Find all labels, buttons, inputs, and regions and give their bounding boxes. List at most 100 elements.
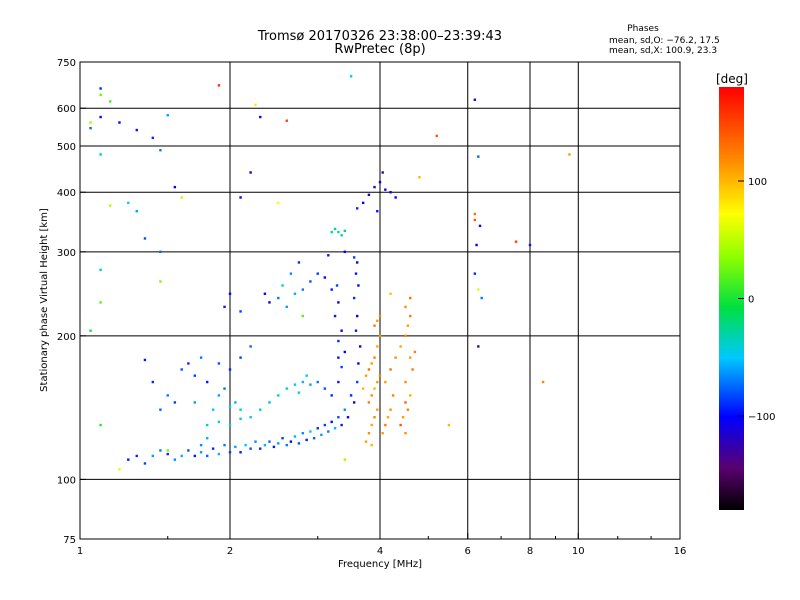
data-point: [217, 362, 221, 365]
data-point: [151, 454, 155, 458]
data-point: [244, 443, 247, 447]
data-point: [370, 394, 373, 397]
data-point: [159, 449, 162, 452]
data-point: [381, 431, 384, 435]
data-point: [389, 191, 392, 194]
data-point: [187, 449, 190, 452]
data-point: [239, 196, 242, 199]
data-point: [330, 288, 333, 291]
grid-lines: [79, 62, 680, 539]
data-point: [327, 430, 330, 433]
y-tick-label: 750: [57, 58, 76, 69]
data-point: [376, 209, 379, 213]
data-point: [166, 114, 169, 117]
data-point: [223, 443, 226, 447]
data-point: [473, 272, 477, 275]
data-point: [386, 416, 390, 419]
data-point: [337, 416, 340, 419]
data-point: [376, 345, 379, 348]
y-tick-label: 300: [57, 248, 76, 259]
data-point: [293, 435, 297, 438]
data-point: [173, 401, 177, 404]
data-point: [473, 218, 477, 222]
data-point: [340, 234, 343, 237]
data-point: [166, 394, 169, 397]
data-point: [239, 417, 242, 420]
data-point: [399, 423, 402, 427]
data-point: [335, 284, 339, 287]
data-point: [234, 401, 237, 404]
data-point: [376, 319, 379, 323]
data-point: [89, 126, 92, 130]
data-point: [211, 408, 215, 411]
data-point: [478, 224, 482, 228]
colorbar-tick-label: 100: [748, 177, 767, 188]
data-point: [151, 380, 155, 384]
data-point: [297, 261, 301, 264]
data-point: [480, 296, 483, 300]
data-point: [340, 365, 343, 369]
data-point: [166, 452, 169, 456]
data-point: [109, 100, 112, 103]
data-point: [340, 423, 343, 427]
data-point: [343, 350, 347, 354]
data-point: [384, 188, 387, 191]
data-point: [301, 314, 305, 318]
data-point: [343, 229, 347, 233]
data-point: [404, 380, 407, 384]
data-point: [568, 153, 571, 156]
data-point: [277, 296, 280, 300]
data-point: [127, 458, 130, 461]
data-point: [234, 445, 237, 449]
data-point: [316, 272, 319, 275]
data-point: [333, 314, 337, 318]
y-tick-label: 200: [57, 332, 76, 343]
info-line-x: mean, sd,X: 100.9, 23.3: [609, 46, 717, 56]
data-point: [312, 437, 316, 440]
data-point: [389, 408, 392, 411]
data-point: [301, 431, 305, 435]
data-point: [228, 423, 232, 427]
data-point: [99, 423, 102, 427]
data-point: [127, 201, 130, 205]
data-point: [340, 329, 343, 332]
data-point: [352, 401, 356, 404]
data-point: [277, 442, 280, 445]
data-point: [309, 280, 312, 283]
data-point: [541, 380, 545, 384]
data-point: [378, 334, 382, 338]
data-point: [316, 427, 319, 430]
data-point: [477, 155, 480, 158]
data-point: [413, 350, 417, 354]
data-point: [259, 408, 262, 411]
data-point: [285, 443, 288, 447]
data-point: [361, 201, 365, 205]
x-tick-label: 6: [465, 546, 471, 557]
data-point: [180, 196, 183, 199]
data-point: [346, 416, 350, 419]
data-points: [89, 75, 571, 471]
data-point: [384, 423, 387, 427]
x-tick-label: 4: [377, 546, 383, 557]
data-point: [378, 314, 382, 318]
data-point: [404, 431, 407, 435]
data-point: [355, 207, 359, 210]
data-point: [228, 292, 232, 295]
data-point: [205, 454, 209, 458]
data-point: [435, 134, 438, 138]
data-point: [180, 368, 183, 371]
data-point: [391, 394, 395, 397]
data-point: [289, 440, 293, 443]
data-point: [259, 115, 262, 119]
colorbar-tick-label: −100: [748, 412, 775, 423]
data-point: [166, 449, 169, 452]
data-point: [259, 447, 262, 450]
data-point: [309, 430, 312, 433]
data-point: [249, 447, 252, 450]
data-point: [401, 416, 405, 419]
data-point: [349, 75, 353, 78]
x-tick-label: 8: [527, 546, 533, 557]
data-point: [373, 356, 376, 359]
x-tick-label: 16: [674, 546, 687, 557]
data-point: [268, 440, 271, 443]
